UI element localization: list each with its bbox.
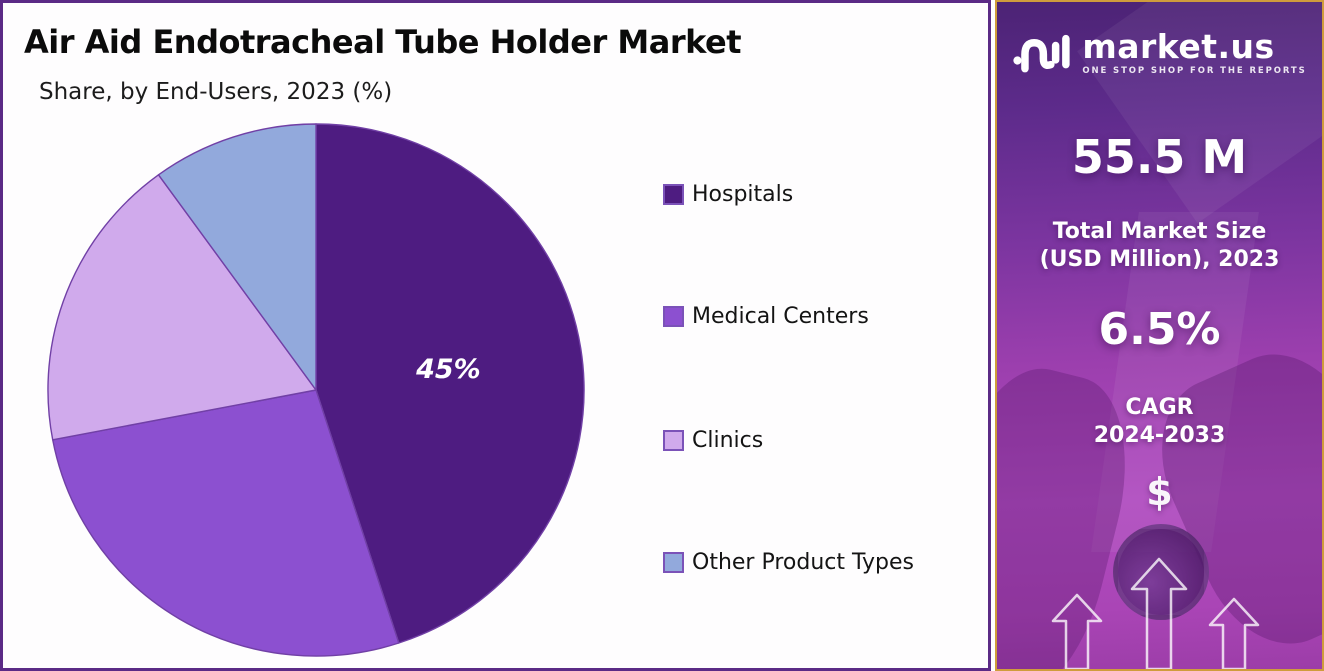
growth-arrows-icon (1051, 557, 1260, 669)
legend-swatch-medical-centers (663, 305, 684, 327)
decor-cup-circle (1113, 524, 1209, 620)
pie-chart: 45% (44, 120, 588, 662)
market-size-value: 55.5 M (1071, 130, 1248, 184)
legend-swatch-clinics (663, 429, 684, 451)
market-size-label: Total Market Size (USD Million), 2023 (997, 218, 1322, 274)
brand-name: market.us (1082, 26, 1275, 66)
pie-chart-svg: 45% (47, 123, 585, 657)
cagr-label-line2: 2024-2033 (1093, 423, 1226, 449)
legend-item-other-product-types: Other Product Types (663, 548, 914, 576)
cagr-value: 6.5% (1098, 304, 1221, 355)
cagr-label: CAGR 2024-2033 (997, 394, 1322, 450)
brand-tagline: ONE STOP SHOP FOR THE REPORTS (1082, 66, 1307, 77)
legend-label-other-product-types: Other Product Types (692, 549, 914, 575)
pie-slice-other-product-types (157, 123, 317, 391)
legend-label-clinics: Clinics (692, 427, 764, 453)
market-size-label-line1: Total Market Size (1052, 219, 1267, 244)
logo-text: market.us ONE STOP SHOP FOR THE REPORTS (1082, 26, 1307, 77)
cagr-label-line1: CAGR (1125, 395, 1194, 420)
legend-swatch-other-product-types (663, 551, 684, 573)
dollar-icon: $ (1146, 470, 1173, 514)
chart-card: Air Aid Endotracheal Tube Holder Market … (0, 0, 991, 671)
brand-sidebar: market.us ONE STOP SHOP FOR THE REPORTS … (995, 0, 1324, 671)
pie-slice-clinics (47, 174, 317, 441)
chart-subtitle: Share, by End-Users, 2023 (%) (39, 79, 393, 105)
legend-item-hospitals: Hospitals (663, 180, 793, 208)
legend-swatch-hospitals (663, 183, 684, 205)
logo-row: market.us ONE STOP SHOP FOR THE REPORTS (997, 28, 1322, 78)
legend-label-hospitals: Hospitals (692, 181, 794, 207)
legend-label-medical-centers: Medical Centers (692, 303, 869, 329)
legend-item-medical-centers: Medical Centers (663, 302, 869, 330)
legend-item-clinics: Clinics (663, 426, 763, 454)
chart-title: Air Aid Endotracheal Tube Holder Market (24, 23, 742, 61)
market-size-label-line2: (USD Million), 2023 (1039, 247, 1280, 273)
pie-slice-hospitals (315, 123, 585, 644)
pie-slice-label: 45% (415, 354, 481, 385)
market-us-logo-icon (1013, 34, 1070, 73)
pie-slice-medical-centers (52, 389, 400, 657)
